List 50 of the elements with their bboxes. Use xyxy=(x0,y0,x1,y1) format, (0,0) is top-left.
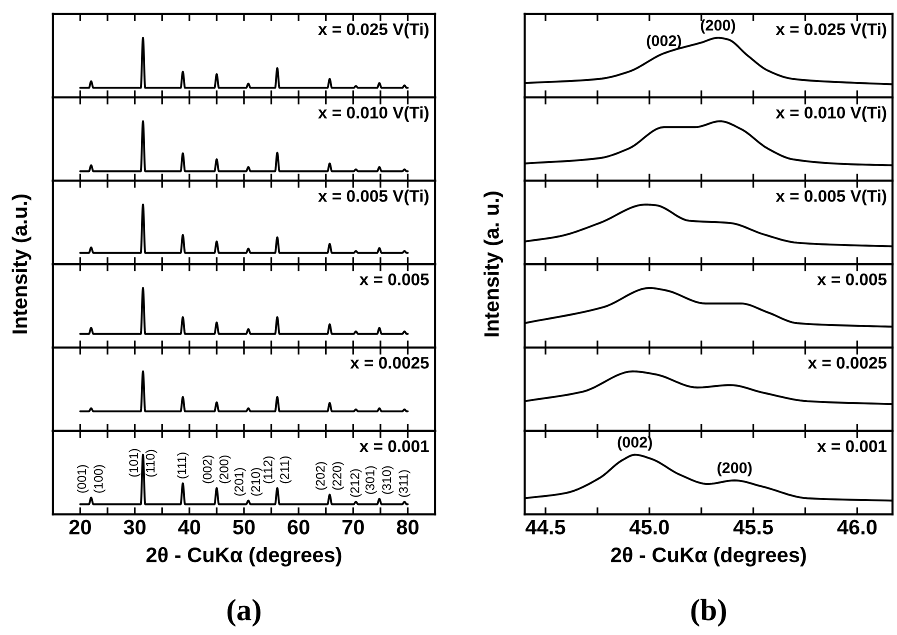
y-axis-title: Intensity (a. u.) xyxy=(484,192,504,336)
x-tick-label: 80 xyxy=(396,520,418,535)
x-tick-label: 50 xyxy=(233,520,255,535)
annotation: (211) xyxy=(280,456,292,484)
x-tick-label: 60 xyxy=(288,520,310,535)
annotation: (301) xyxy=(365,466,377,494)
annotation: (200) xyxy=(219,456,231,484)
annotation: (201) xyxy=(234,468,246,496)
text: x = 0.005 xyxy=(817,274,887,286)
x-tick-label: 70 xyxy=(342,520,364,535)
text: (b) xyxy=(691,598,726,627)
annotation: (100) xyxy=(94,465,106,493)
text: x = 0.0025 xyxy=(808,356,887,369)
x-tick-label: 45.0 xyxy=(629,520,669,535)
annotation: (212) xyxy=(350,469,362,497)
x-tick-label: 46.0 xyxy=(837,520,877,535)
text: x = 0.001 xyxy=(817,440,887,452)
annotation: (002) xyxy=(646,34,682,50)
x-tick-label: 30 xyxy=(124,520,146,535)
x-tick-label: 40 xyxy=(178,520,200,535)
x-tick-label: 20 xyxy=(69,520,91,535)
annotation: (001) xyxy=(76,465,89,493)
annotation: (111) xyxy=(177,452,189,478)
x-axis-title: 2θ - CuKα (degrees) xyxy=(611,546,806,566)
annotation: (310) xyxy=(382,466,394,494)
annotation: (311) xyxy=(398,470,410,497)
annotation: (200) xyxy=(718,462,752,476)
text: x = 0.0025 xyxy=(350,356,429,369)
annotation: x = 0.005 V(Ti) xyxy=(776,190,886,206)
annotation: (110) xyxy=(146,450,158,477)
x-axis-title: 2θ - CuKα (degrees) xyxy=(146,546,342,566)
annotation: x = 0.010 V(Ti) xyxy=(318,106,428,122)
text: (a) xyxy=(228,598,260,627)
annotation: (200) xyxy=(700,19,736,34)
annotation: (202) xyxy=(316,462,328,490)
annotation: (210) xyxy=(250,468,263,496)
x-tick-label: 44.5 xyxy=(526,520,566,535)
annotation: (112) xyxy=(263,456,275,484)
annotation: (002) xyxy=(202,456,214,484)
annotation: (002) xyxy=(618,436,652,451)
text: x = 0.005 xyxy=(359,274,429,286)
annotation: (101) xyxy=(128,449,140,477)
annotation: x = 0.010 V(Ti) xyxy=(776,106,886,122)
annotation: x = 0.025 V(Ti) xyxy=(318,22,428,38)
x-tick-label: 45.5 xyxy=(733,520,773,535)
annotation: x = 0.025 V(Ti) xyxy=(776,22,886,38)
annotation: (220) xyxy=(332,462,344,490)
y-axis-title: Intensity (a.u.) xyxy=(12,194,32,334)
annotation: x = 0.005 V(Ti) xyxy=(318,190,428,206)
text: x = 0.001 xyxy=(359,440,429,452)
